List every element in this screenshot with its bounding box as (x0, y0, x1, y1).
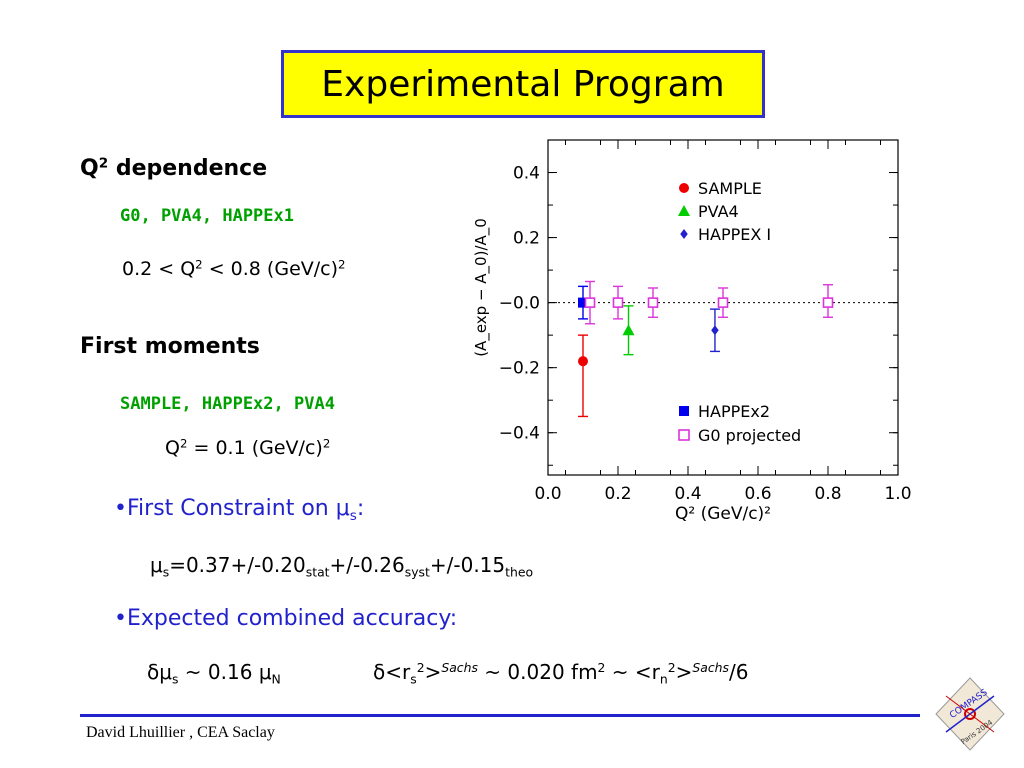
footer-author: David Lhuillier , CEA Saclay (86, 724, 275, 741)
g0-projected-point (647, 297, 659, 308)
x-tick-label: 0.6 (744, 484, 771, 504)
first-moments-heading: First moments (80, 334, 260, 359)
y-tick-label: −0.2 (499, 359, 540, 379)
plot-frame (547, 139, 899, 476)
q2-dependence-heading: Q2 dependence (80, 155, 268, 181)
legend-marker (678, 205, 690, 216)
legend-label: G0 projected (698, 426, 801, 445)
y-tick-label: 0.4 (513, 164, 540, 184)
g0-projected-point (822, 297, 834, 308)
legend-marker (679, 406, 689, 416)
legend-label: SAMPLE (698, 179, 762, 198)
x-tick-label: 0.4 (674, 484, 701, 504)
title-box: Experimental Program (281, 50, 765, 118)
legend-label: HAPPEx2 (698, 402, 770, 421)
pva4-point (622, 324, 635, 336)
x-tick-label: 0.2 (604, 484, 631, 504)
x-tick-label: 1.0 (884, 484, 911, 504)
q2-experiments: G0, PVA4, HAPPEx1 (120, 206, 294, 226)
accuracy-mu: δμs ~ 0.16 μN (147, 660, 281, 687)
x-tick-label: 0.0 (534, 484, 561, 504)
legend-label: HAPPEX I (698, 225, 771, 244)
x-tick-label: 0.8 (814, 484, 841, 504)
x-axis-label: Q² (GeV/c)² (675, 504, 771, 524)
sample-point (578, 356, 588, 367)
g0-projected-point (612, 297, 624, 308)
q2-range: 0.2 < Q2 < 0.8 (GeV/c)2 (122, 257, 346, 280)
y-tick-label: 0.2 (513, 229, 540, 249)
happex2-point (578, 297, 588, 308)
legend-marker (680, 229, 688, 239)
y-axis-label: (A_exp − A_0)/A_0 (472, 218, 491, 357)
g0-projected-point (717, 297, 729, 308)
y-tick-label: −0.0 (499, 294, 540, 314)
legend-marker (678, 429, 690, 441)
first-constraint-bullet: •First Constraint on μs: (114, 496, 365, 524)
footer-rule (80, 714, 920, 717)
moments-experiments: SAMPLE, HAPPEx2, PVA4 (120, 394, 335, 414)
moments-q2: Q2 = 0.1 (GeV/c)2 (165, 436, 331, 459)
legend-marker (679, 183, 689, 193)
slide-title: Experimental Program (321, 63, 725, 105)
legend-label: PVA4 (698, 202, 739, 221)
expected-accuracy-bullet: •Expected combined accuracy: (114, 606, 458, 631)
y-tick-label: −0.4 (499, 424, 540, 444)
mu-s-result: μs=0.37+/-0.20stat+/-0.26syst+/-0.15theo (150, 553, 534, 580)
accuracy-radius: δ<rs2>Sachs ~ 0.020 fm2 ~ <rn2>Sachs/6 (373, 660, 749, 687)
asymmetry-chart: 0.0 0.2 0.4 0.6 0.8 1.0 0.4 0.2 −0.0 −0.2 −0.4 Q² (… (472, 139, 912, 524)
g0-projected-point (584, 297, 596, 308)
happex-i-point (711, 325, 719, 336)
compass-logo: COMPASS Paris 2004 (935, 677, 1005, 751)
